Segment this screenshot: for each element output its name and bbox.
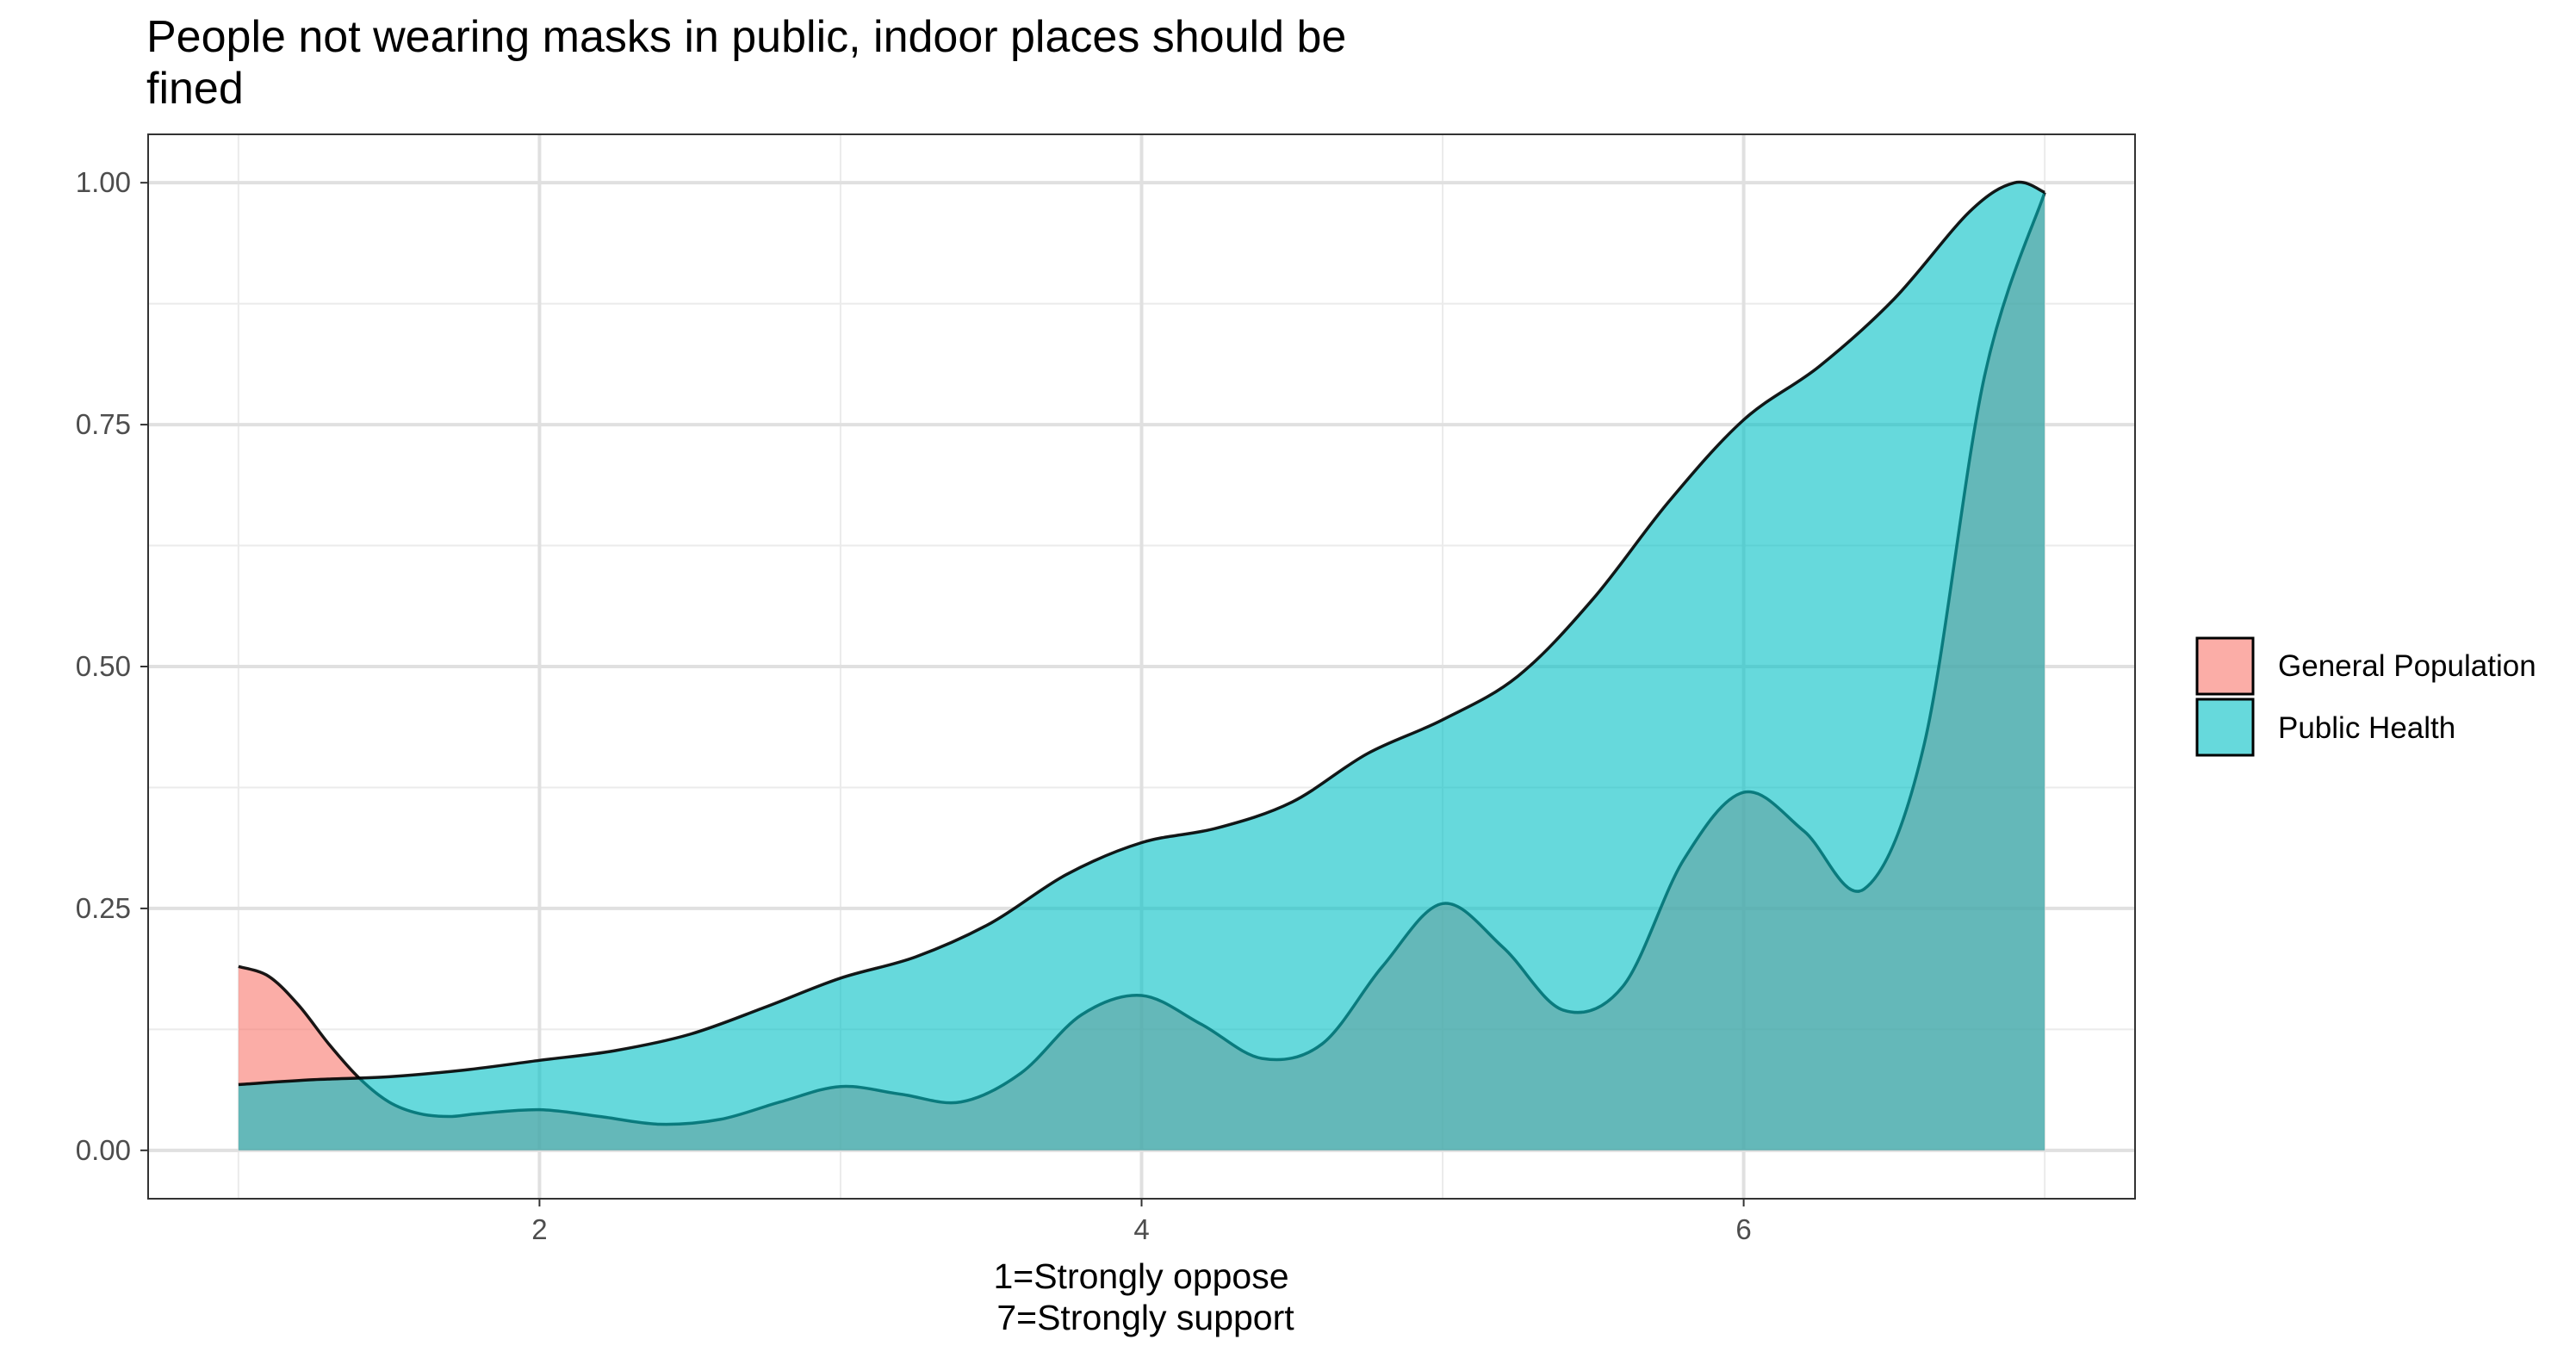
y-tick-label: 0.00 xyxy=(76,1134,131,1166)
density-line-public-health xyxy=(238,180,2045,1087)
axes: 0.00 0.25 0.50 0.75 1.00 2 4 6 xyxy=(76,166,1752,1245)
y-tick-label: 1.00 xyxy=(76,166,131,198)
y-tick-label: 0.50 xyxy=(76,650,131,682)
legend-item-general-population: General Population xyxy=(2195,636,2536,696)
series-areas xyxy=(238,180,2046,1150)
legend-label-general-population: General Population xyxy=(2278,649,2536,683)
x-tick-label: 4 xyxy=(1133,1213,1149,1245)
y-tick-label: 0.25 xyxy=(76,892,131,924)
chart-title-line-2: fined xyxy=(146,64,244,114)
legend-key-general-population xyxy=(2195,636,2255,696)
x-tick-label: 6 xyxy=(1735,1213,1751,1245)
x-tick-label: 2 xyxy=(531,1213,547,1245)
x-axis-title-line-2: 7=Strongly support xyxy=(996,1298,1294,1337)
y-tick-label: 0.75 xyxy=(76,408,131,440)
legend-label-public-health: Public Health xyxy=(2278,711,2455,745)
chart-title-line-1: People not wearing masks in public, indo… xyxy=(146,12,1346,62)
legend-key-public-health xyxy=(2195,698,2255,757)
legend-item-public-health: Public Health xyxy=(2195,698,2455,757)
legend: General Population Public Health xyxy=(2195,636,2536,757)
area-fill-public-health xyxy=(238,182,2045,1150)
x-axis-title-line-1: 1=Strongly oppose xyxy=(993,1256,1288,1296)
